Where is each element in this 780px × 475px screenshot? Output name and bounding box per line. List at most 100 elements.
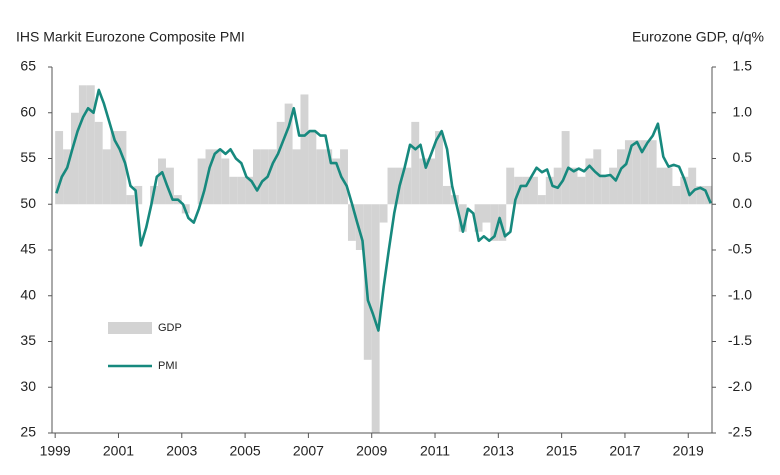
legend-label: GDP	[158, 322, 182, 334]
gdp-bar	[522, 176, 530, 205]
gdp-bar	[680, 176, 689, 205]
gdp-bar	[640, 140, 649, 205]
gdp-bar	[268, 149, 277, 205]
y2-tick-label: 1.5	[733, 58, 753, 74]
gdp-bar	[55, 131, 64, 205]
y2-tick-label: -2.0	[728, 378, 752, 394]
y-tick-label: 65	[20, 58, 36, 74]
x-tick-label: 2015	[546, 443, 577, 459]
gdp-bar	[458, 204, 467, 232]
y2-tick-label: 1.0	[733, 103, 753, 119]
gdp-bar	[569, 167, 578, 205]
gdp-bar	[545, 176, 554, 205]
gdp-bar	[221, 158, 230, 205]
gdp-bar	[482, 204, 491, 223]
gdp-bar	[506, 167, 515, 205]
y-tick-label: 45	[20, 241, 36, 257]
gdp-bar	[253, 149, 261, 205]
gdp-bar	[347, 204, 356, 241]
legend-swatch	[108, 322, 152, 334]
y-tick-label: 40	[20, 286, 36, 302]
gdp-bar	[340, 149, 348, 205]
gdp-bar	[237, 176, 246, 205]
gdp-bar	[316, 149, 325, 205]
gdp-bar	[537, 195, 546, 205]
legend-label: PMI	[158, 360, 178, 372]
gdp-bar	[86, 85, 95, 205]
gdp-bar	[332, 158, 341, 205]
gdp-bar	[419, 158, 428, 205]
gdp-bar	[632, 140, 641, 205]
gdp-bar	[601, 176, 610, 205]
gdp-bar	[110, 131, 119, 205]
gdp-bar	[134, 185, 143, 205]
pmi-line	[55, 88, 712, 332]
gdp-bar	[324, 149, 333, 205]
x-tick-label: 2003	[166, 443, 197, 459]
y-tick-label: 55	[20, 149, 36, 165]
x-tick-label: 2013	[483, 443, 514, 459]
gdp-bar	[577, 176, 586, 205]
gdp-bar	[529, 176, 538, 205]
gdp-bar	[696, 185, 705, 205]
x-tick-label: 2001	[103, 443, 134, 459]
gdp-bar	[70, 112, 79, 205]
x-tick-label: 2011	[420, 443, 450, 459]
x-tick-label: 2019	[673, 443, 704, 459]
y2-tick-label: 0.5	[733, 149, 753, 165]
x-tick-label: 1999	[40, 443, 71, 459]
y2-tick-label: -1.0	[728, 286, 752, 302]
gdp-bar	[474, 204, 483, 232]
gdp-bar	[284, 103, 293, 205]
gdp-bar	[308, 131, 317, 205]
gdp-bar	[427, 158, 436, 205]
gdp-bar	[403, 167, 412, 205]
gdp-bar	[624, 140, 633, 205]
gdp-bar	[561, 131, 570, 205]
gdp-bar	[94, 121, 103, 205]
gdp-bar	[276, 121, 285, 205]
gdp-bar	[229, 176, 238, 205]
y-tick-label: 25	[20, 424, 36, 440]
gdp-bar	[442, 185, 451, 205]
gdp-bar	[292, 149, 301, 205]
gdp-bar	[609, 167, 618, 205]
gdp-bar	[585, 158, 594, 205]
y2-tick-label: -0.5	[728, 241, 752, 257]
y-tick-label: 50	[20, 195, 36, 211]
gdp-bar	[617, 149, 625, 205]
gdp-bar	[379, 204, 388, 223]
y2-tick-label: -2.5	[728, 424, 752, 440]
gdp-bar	[158, 158, 166, 205]
gdp-bar	[245, 176, 254, 205]
gdp-bar	[118, 131, 127, 205]
y-tick-label: 30	[20, 378, 36, 394]
gdp-bar	[63, 149, 71, 205]
gdp-bar	[371, 204, 380, 433]
chart-title: IHS Markit Eurozone Composite PMI	[16, 29, 245, 45]
y2-tick-label: -1.5	[728, 332, 752, 348]
gdp-bar	[435, 131, 443, 205]
x-tick-label: 2009	[356, 443, 387, 459]
gdp-bar	[260, 149, 269, 205]
gdp-bar	[205, 149, 214, 205]
x-tick-label: 2017	[609, 443, 640, 459]
gdp-bar	[688, 167, 697, 205]
gdp-bar	[197, 158, 206, 205]
y2-title: Eurozone GDP, q/q%	[632, 29, 764, 45]
gdp-bar	[363, 204, 372, 360]
gdp-bar	[78, 85, 87, 205]
gdp-bar	[300, 94, 309, 205]
gdp-bar	[648, 140, 657, 205]
y-tick-label: 60	[20, 103, 36, 119]
gdp-bar	[593, 149, 602, 205]
x-tick-label: 2007	[293, 443, 324, 459]
gdp-bar	[656, 167, 665, 205]
gdp-bar	[664, 167, 673, 205]
gdp-bar	[102, 149, 111, 205]
gdp-bar	[213, 149, 222, 205]
y-tick-label: 35	[20, 332, 36, 348]
y2-tick-label: 0.0	[733, 195, 753, 211]
gdp-bar	[411, 121, 420, 205]
